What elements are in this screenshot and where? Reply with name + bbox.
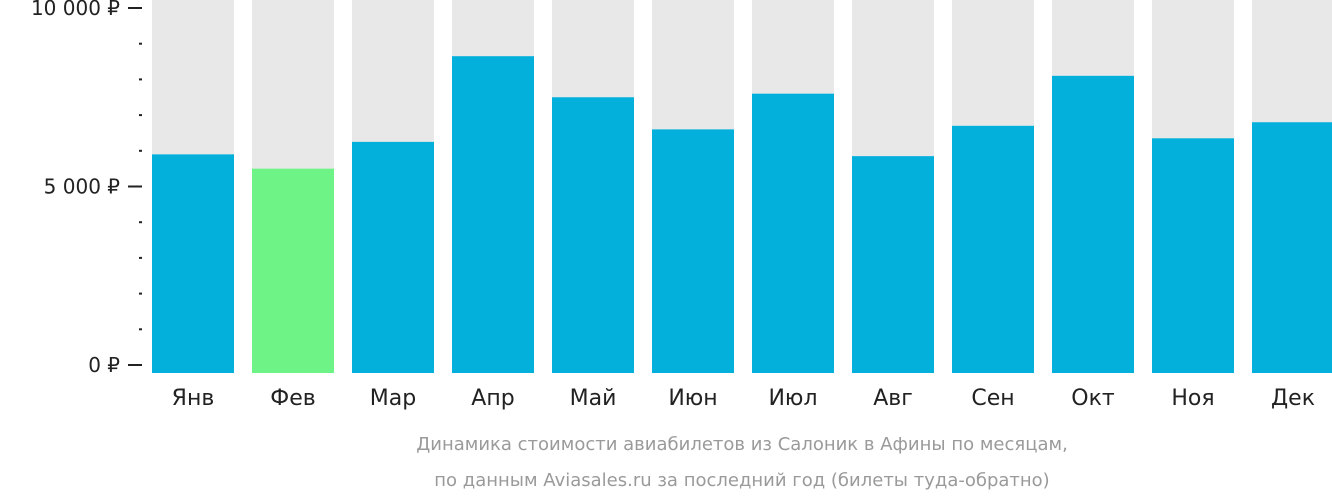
bar-3[interactable] (352, 141, 434, 373)
bar-2[interactable] (252, 168, 334, 373)
bar-10[interactable] (1052, 75, 1134, 373)
bar-7[interactable] (752, 93, 834, 374)
x-tick-label: Сен (971, 386, 1014, 411)
bar-11[interactable] (1152, 138, 1234, 373)
bars (152, 56, 1332, 374)
bar-4[interactable] (452, 56, 534, 373)
x-tick-label: Мар (370, 386, 416, 411)
x-tick-label: Ноя (1171, 386, 1214, 411)
y-axis: 0 ₽ 5 000 ₽ 10 000 ₽ (31, 0, 142, 377)
x-tick-label: Апр (471, 386, 514, 411)
x-axis-labels: Янв Фев Мар Апр Май Июн Июл Авг Сен Окт Ноя Дек (172, 386, 1315, 411)
bar-5[interactable] (552, 97, 634, 373)
bar-8[interactable] (852, 156, 934, 373)
bar-1[interactable] (152, 154, 234, 373)
caption-line-2: по данным Aviasales.ru за последний год … (434, 470, 1049, 491)
caption-line-1: Динамика стоимости авиабилетов из Салони… (416, 434, 1068, 455)
x-tick-label: Май (570, 386, 617, 411)
y-tick-label: 0 ₽ (88, 353, 120, 377)
x-tick-label: Янв (172, 386, 215, 411)
x-tick-label: Окт (1071, 386, 1115, 411)
x-tick-label: Июн (668, 386, 717, 411)
x-tick-label: Авг (873, 386, 913, 411)
bar-9[interactable] (952, 125, 1034, 373)
y-tick-label: 10 000 ₽ (31, 0, 120, 20)
bar-6[interactable] (652, 129, 734, 373)
y-tick-label: 5 000 ₽ (44, 175, 121, 199)
x-tick-label: Июл (768, 386, 817, 411)
x-tick-label: Фев (270, 386, 315, 411)
bar-12[interactable] (1252, 122, 1332, 374)
x-tick-label: Дек (1271, 386, 1315, 411)
